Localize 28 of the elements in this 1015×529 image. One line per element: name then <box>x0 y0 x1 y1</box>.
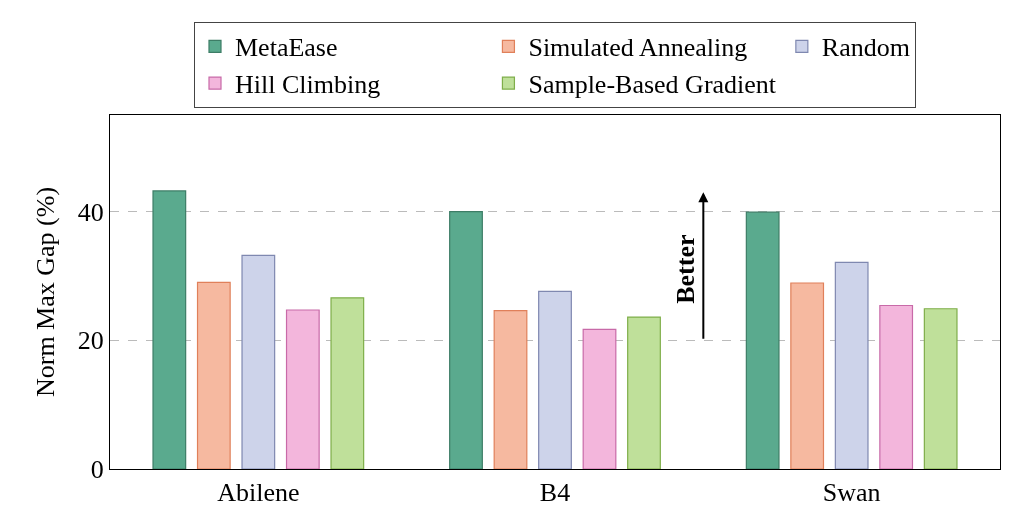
legend-label: Simulated Annealing <box>528 33 748 63</box>
bar <box>493 310 528 469</box>
legend-label: Random <box>821 33 910 63</box>
bar <box>152 190 187 469</box>
bar <box>196 281 231 469</box>
x-tick-label: Abilene <box>217 478 300 508</box>
y-tick-label: 20 <box>77 326 104 356</box>
bar <box>582 328 617 469</box>
bar <box>923 308 958 469</box>
x-tick-label: B4 <box>539 478 571 508</box>
legend-label: Sample-Based Gradient <box>528 70 777 100</box>
annotation: Better <box>670 234 700 304</box>
legend-label: MetaEase <box>235 33 338 63</box>
bar <box>241 254 276 469</box>
bar <box>330 297 365 469</box>
y-tick-label: 0 <box>90 455 104 485</box>
bar <box>449 210 483 469</box>
bar <box>834 261 869 469</box>
bar <box>745 211 780 469</box>
bar <box>879 304 914 469</box>
y-axis-title: Norm Max Gap (%) <box>31 186 61 398</box>
bar <box>538 290 572 469</box>
bar <box>627 316 661 469</box>
y-tick-label: 40 <box>77 197 104 227</box>
x-tick-label: Swan <box>822 478 881 508</box>
bar <box>285 309 320 469</box>
bar <box>790 282 825 469</box>
legend-label: Hill Climbing <box>235 70 381 100</box>
